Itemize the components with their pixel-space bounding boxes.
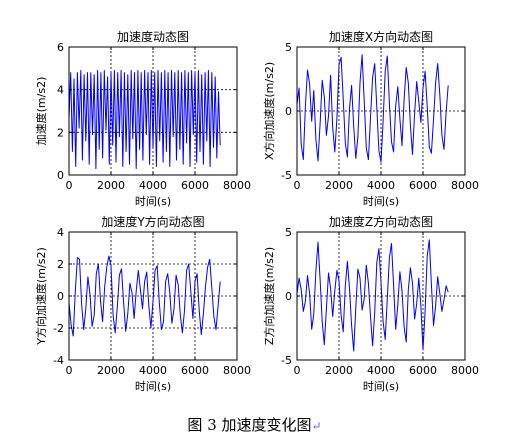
x-axis-label: 时间(s): [363, 380, 399, 393]
y-tick-label: 0: [285, 105, 292, 118]
y-tick-label: 4: [57, 84, 64, 97]
x-tick-label: 2000: [97, 364, 125, 377]
y-axis-label: X方向加速度(m/s2): [262, 62, 276, 160]
chart-title: 加速度X方向动态图: [329, 29, 433, 44]
x-tick-label: 0: [294, 179, 301, 192]
y-tick-label: 0: [57, 169, 64, 182]
y-axis-label: Z方向加速度(m/s2): [262, 247, 276, 345]
x-tick-label: 0: [294, 364, 301, 377]
x-tick-label: 6000: [181, 179, 209, 192]
y-axis-label: Y方向加速度(m/s2): [34, 247, 48, 345]
y-tick-label: 2: [57, 258, 64, 271]
x-tick-label: 0: [66, 364, 73, 377]
x-tick-label: 8000: [451, 179, 479, 192]
y-tick-label: 0: [285, 290, 292, 303]
x-tick-label: 6000: [409, 364, 437, 377]
chart-title: 加速度动态图: [117, 29, 189, 44]
x-tick-label: 0: [66, 179, 73, 192]
x-tick-label: 8000: [223, 364, 251, 377]
y-tick-label: 6: [57, 41, 64, 54]
data-series-line: [68, 255, 221, 337]
x-tick-label: 4000: [139, 364, 167, 377]
caption-return-mark: ↵: [311, 419, 322, 433]
y-tick-label: -2: [53, 322, 64, 335]
x-axis-label: 时间(s): [135, 195, 171, 208]
x-tick-label: 8000: [223, 179, 251, 192]
data-series-line: [68, 70, 221, 170]
caption-text: 图 3 加速度变化图: [187, 416, 312, 434]
x-axis-label: 时间(s): [363, 195, 399, 208]
y-tick-label: -4: [53, 354, 64, 367]
data-series-line: [296, 239, 449, 352]
y-tick-label: 4: [57, 226, 64, 239]
x-tick-label: 4000: [139, 179, 167, 192]
figure-caption: 图 3 加速度变化图↵: [0, 414, 509, 435]
x-tick-label: 4000: [367, 364, 395, 377]
x-tick-label: 4000: [367, 179, 395, 192]
x-axis-label: 时间(s): [135, 380, 171, 393]
y-tick-label: -5: [281, 354, 292, 367]
y-tick-label: 5: [285, 226, 292, 239]
x-tick-label: 6000: [409, 179, 437, 192]
chart-panel-2: 0 2000 4000 6000 8000-505加速度X方向动态图时间(s)X方向加速…: [262, 29, 479, 208]
y-axis-label: 加速度(m/s2): [34, 77, 48, 146]
y-tick-label: -5: [281, 169, 292, 182]
chart-title: 加速度Y方向动态图: [101, 214, 204, 229]
y-tick-label: 0: [57, 290, 64, 303]
chart-panel-4: 0 2000 4000 6000 8000-505加速度Z方向动态图时间(s)Z方向加速…: [262, 214, 479, 393]
x-tick-label: 2000: [325, 364, 353, 377]
chart-title: 加速度Z方向动态图: [329, 214, 433, 229]
x-tick-label: 8000: [451, 364, 479, 377]
y-tick-label: 5: [285, 41, 292, 54]
data-series-line: [296, 54, 449, 163]
y-tick-label: 2: [57, 126, 64, 139]
x-tick-label: 2000: [325, 179, 353, 192]
x-tick-label: 2000: [97, 179, 125, 192]
x-tick-label: 6000: [181, 364, 209, 377]
